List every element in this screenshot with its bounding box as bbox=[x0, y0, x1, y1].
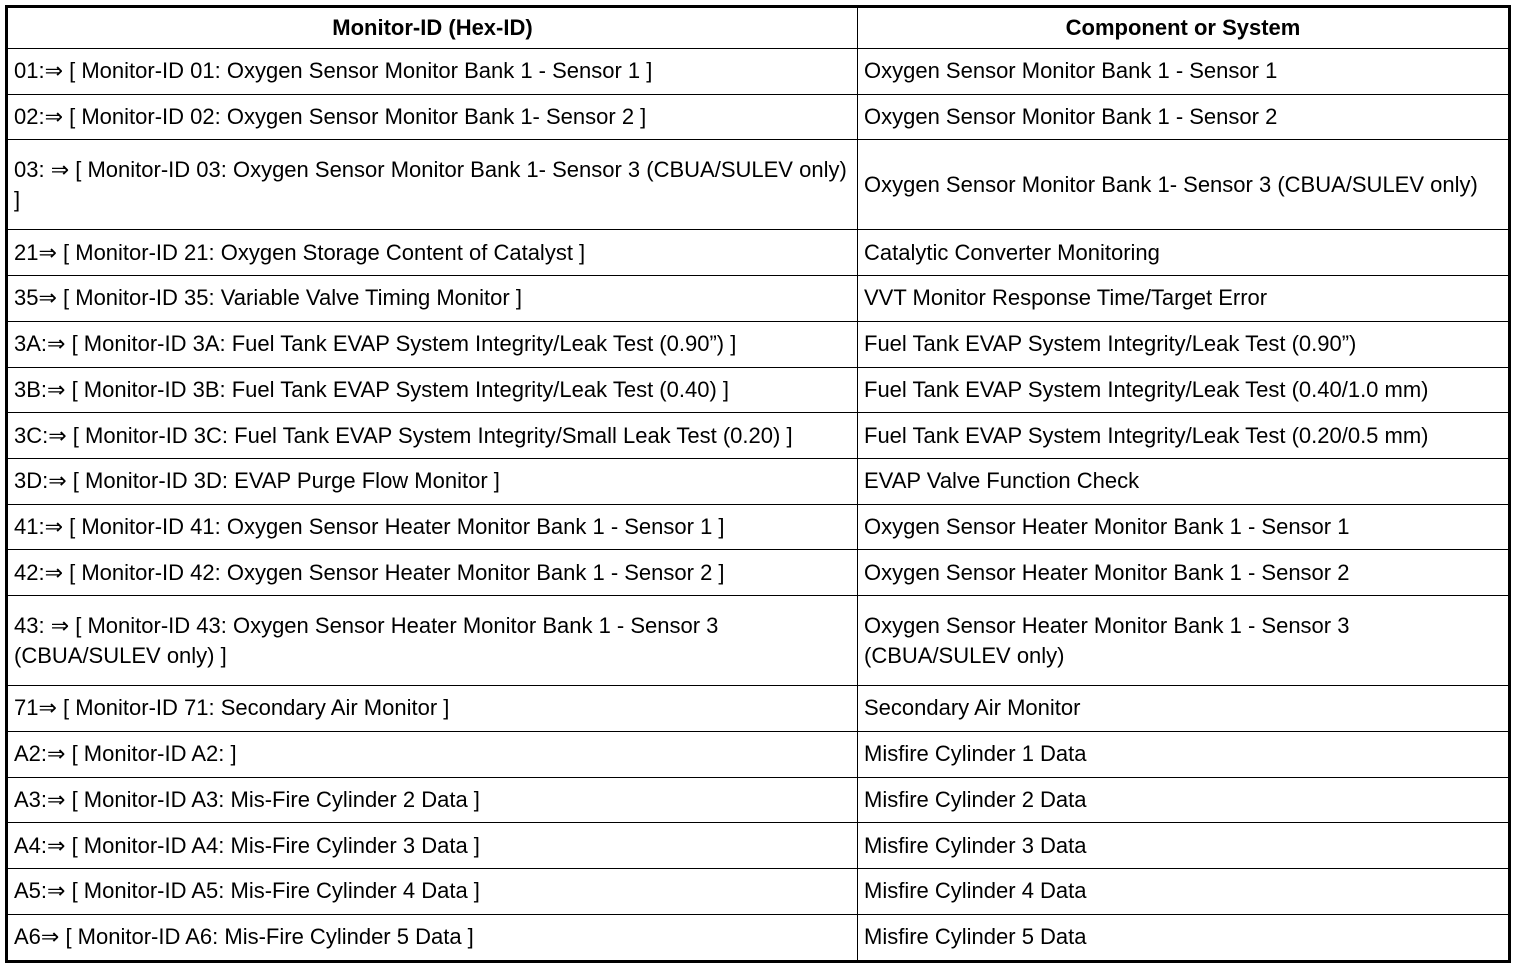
monitor-id-cell: 71⇒ [ Monitor-ID 71: Secondary Air Monit… bbox=[6, 685, 858, 732]
monitor-id-cell: 3C:⇒ [ Monitor-ID 3C: Fuel Tank EVAP Sys… bbox=[6, 412, 858, 459]
component-cell: Secondary Air Monitor bbox=[857, 685, 1510, 732]
monitor-id-cell: A6⇒ [ Monitor-ID A6: Mis-Fire Cylinder 5… bbox=[6, 913, 858, 963]
table-row: 3B:⇒ [ Monitor-ID 3B: Fuel Tank EVAP Sys… bbox=[6, 366, 1510, 414]
monitor-id-cell: 03: ⇒ [ Monitor-ID 03: Oxygen Sensor Mon… bbox=[6, 139, 858, 231]
component-cell: Misfire Cylinder 4 Data bbox=[857, 868, 1510, 915]
component-cell: Oxygen Sensor Heater Monitor Bank 1 - Se… bbox=[857, 595, 1510, 687]
monitor-id-cell: 3D:⇒ [ Monitor-ID 3D: EVAP Purge Flow Mo… bbox=[6, 458, 858, 505]
table-row: 41:⇒ [ Monitor-ID 41: Oxygen Sensor Heat… bbox=[6, 503, 1510, 551]
table-row: 03: ⇒ [ Monitor-ID 03: Oxygen Sensor Mon… bbox=[6, 139, 1510, 231]
header-cell: Monitor-ID (Hex-ID) bbox=[6, 6, 858, 49]
component-cell: Oxygen Sensor Heater Monitor Bank 1 - Se… bbox=[857, 503, 1510, 551]
monitor-id-cell: 21⇒ [ Monitor-ID 21: Oxygen Storage Cont… bbox=[6, 229, 858, 277]
component-cell: Misfire Cylinder 3 Data bbox=[857, 822, 1510, 869]
monitor-id-cell: 42:⇒ [ Monitor-ID 42: Oxygen Sensor Heat… bbox=[6, 549, 858, 597]
component-cell: Fuel Tank EVAP System Integrity/Leak Tes… bbox=[857, 412, 1510, 459]
monitor-id-cell: 43: ⇒ [ Monitor-ID 43: Oxygen Sensor Hea… bbox=[6, 595, 858, 687]
header-cell: Component or System bbox=[857, 6, 1510, 49]
table-row: 3A:⇒ [ Monitor-ID 3A: Fuel Tank EVAP Sys… bbox=[6, 320, 1510, 368]
component-cell: Catalytic Converter Monitoring bbox=[857, 229, 1510, 277]
monitor-id-cell: 01:⇒ [ Monitor-ID 01: Oxygen Sensor Moni… bbox=[6, 48, 858, 95]
monitor-id-cell: 3A:⇒ [ Monitor-ID 3A: Fuel Tank EVAP Sys… bbox=[6, 320, 858, 368]
monitor-id-cell: A4:⇒ [ Monitor-ID A4: Mis-Fire Cylinder … bbox=[6, 822, 858, 869]
table-row: A4:⇒ [ Monitor-ID A4: Mis-Fire Cylinder … bbox=[6, 822, 1510, 869]
monitor-id-cell: A5:⇒ [ Monitor-ID A5: Mis-Fire Cylinder … bbox=[6, 868, 858, 915]
table-header: Monitor-ID (Hex-ID) Component or System bbox=[6, 6, 1510, 49]
table-row: 02:⇒ [ Monitor-ID 02: Oxygen Sensor Moni… bbox=[6, 93, 1510, 141]
table-row: A2:⇒ [ Monitor-ID A2: ] Misfire Cylinder … bbox=[6, 730, 1510, 778]
table-row: 42:⇒ [ Monitor-ID 42: Oxygen Sensor Heat… bbox=[6, 549, 1510, 597]
component-cell: Oxygen Sensor Monitor Bank 1- Sensor 3 (… bbox=[857, 139, 1510, 231]
table-row: A5:⇒ [ Monitor-ID A5: Mis-Fire Cylinder … bbox=[6, 868, 1510, 915]
table-row: A3:⇒ [ Monitor-ID A3: Mis-Fire Cylinder … bbox=[6, 776, 1510, 824]
table-row: 71⇒ [ Monitor-ID 71: Secondary Air Monit… bbox=[6, 685, 1510, 732]
component-cell: Oxygen Sensor Monitor Bank 1 - Sensor 2 bbox=[857, 93, 1510, 141]
component-cell: Misfire Cylinder 5 Data bbox=[857, 913, 1510, 963]
component-cell: EVAP Valve Function Check bbox=[857, 458, 1510, 505]
monitor-id-cell: 3B:⇒ [ Monitor-ID 3B: Fuel Tank EVAP Sys… bbox=[6, 366, 858, 414]
monitor-id-cell: A3:⇒ [ Monitor-ID A3: Mis-Fire Cylinder … bbox=[6, 776, 858, 824]
component-cell: Fuel Tank EVAP System Integrity/Leak Tes… bbox=[857, 366, 1510, 414]
table-row: 3C:⇒ [ Monitor-ID 3C: Fuel Tank EVAP Sys… bbox=[6, 412, 1510, 459]
monitor-id-cell: 41:⇒ [ Monitor-ID 41: Oxygen Sensor Heat… bbox=[6, 503, 858, 551]
table-row: 21⇒ [ Monitor-ID 21: Oxygen Storage Cont… bbox=[6, 229, 1510, 277]
table-row: 01:⇒ [ Monitor-ID 01: Oxygen Sensor Moni… bbox=[6, 48, 1510, 95]
component-cell: Oxygen Sensor Heater Monitor Bank 1 - Se… bbox=[857, 549, 1510, 597]
table-row: 35⇒ [ Monitor-ID 35: Variable Valve Timi… bbox=[6, 275, 1510, 322]
header-row: Monitor-ID (Hex-ID) Component or System bbox=[6, 6, 1510, 49]
table-row: 43: ⇒ [ Monitor-ID 43: Oxygen Sensor Hea… bbox=[6, 595, 1510, 687]
monitor-id-cell: 35⇒ [ Monitor-ID 35: Variable Valve Timi… bbox=[6, 275, 858, 322]
component-cell: Fuel Tank EVAP System Integrity/Leak Tes… bbox=[857, 320, 1510, 368]
table-body: 01:⇒ [ Monitor-ID 01: Oxygen Sensor Moni… bbox=[6, 48, 1510, 963]
component-cell: Misfire Cylinder 1 Data bbox=[857, 730, 1510, 778]
monitor-id-cell: 02:⇒ [ Monitor-ID 02: Oxygen Sensor Moni… bbox=[6, 93, 858, 141]
monitor-table: Monitor-ID (Hex-ID) Component or System … bbox=[5, 5, 1511, 963]
component-cell: Oxygen Sensor Monitor Bank 1 - Sensor 1 bbox=[857, 48, 1510, 95]
component-cell: Misfire Cylinder 2 Data bbox=[857, 776, 1510, 824]
table-row: 3D:⇒ [ Monitor-ID 3D: EVAP Purge Flow Mo… bbox=[6, 458, 1510, 505]
table-row: A6⇒ [ Monitor-ID A6: Mis-Fire Cylinder 5… bbox=[6, 913, 1510, 963]
component-cell: VVT Monitor Response Time/Target Error bbox=[857, 275, 1510, 322]
monitor-id-cell: A2:⇒ [ Monitor-ID A2: ] bbox=[6, 730, 858, 778]
